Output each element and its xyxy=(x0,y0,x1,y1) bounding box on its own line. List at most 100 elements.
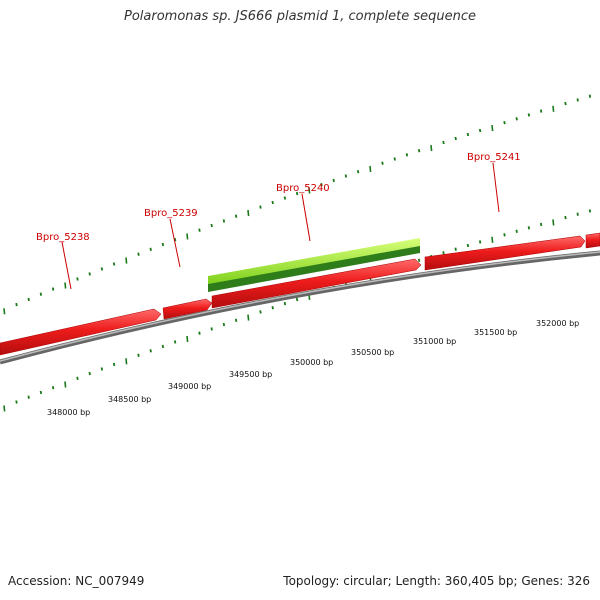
topology-summary: Topology: circular; Length: 360,405 bp; … xyxy=(283,574,590,588)
minor-tick xyxy=(15,302,18,307)
minor-tick xyxy=(515,229,518,233)
minor-tick xyxy=(564,101,567,106)
sequence-backbone-highlight xyxy=(0,251,600,362)
bp-label: 351500 bp xyxy=(474,328,517,337)
minor-tick xyxy=(588,94,592,98)
minor-tick xyxy=(503,233,506,237)
minor-tick xyxy=(295,191,299,196)
minor-tick xyxy=(112,362,116,367)
bp-label: 349500 bp xyxy=(229,370,272,379)
minor-tick xyxy=(442,140,445,145)
gene-label-bpro-5239[interactable]: Bpro_5239 xyxy=(144,208,198,219)
minor-tick xyxy=(161,344,165,349)
minor-tick xyxy=(210,327,213,331)
minor-tick xyxy=(527,226,531,230)
minor-tick xyxy=(222,322,226,327)
minor-tick xyxy=(210,223,213,228)
gene-arrow-bpro-5241[interactable] xyxy=(424,232,600,271)
gene-arrow-bpro-5240[interactable] xyxy=(211,258,422,309)
major-tick xyxy=(308,187,311,194)
minor-tick xyxy=(259,310,262,314)
bp-label: 351000 bp xyxy=(413,337,456,346)
map-title: Polaromonas sp. JS666 plasmid 1, complet… xyxy=(123,9,476,24)
minor-tick xyxy=(15,400,18,404)
major-tick xyxy=(369,165,372,173)
label-leader-bpro-5240 xyxy=(301,193,311,242)
minor-tick xyxy=(466,243,470,248)
major-tick xyxy=(125,358,128,365)
minor-tick xyxy=(51,287,55,291)
minor-tick xyxy=(198,228,201,232)
minor-tick xyxy=(100,267,104,271)
minor-tick xyxy=(381,161,384,165)
minor-tick xyxy=(271,200,274,205)
label-leader-bpro-5239 xyxy=(169,218,181,268)
minor-tick xyxy=(222,219,226,223)
minor-tick xyxy=(234,318,238,322)
minor-tick xyxy=(149,349,152,353)
major-tick xyxy=(3,405,6,412)
major-tick xyxy=(491,236,494,243)
minor-tick xyxy=(295,297,299,302)
minor-tick xyxy=(332,178,335,183)
label-leader-bpro-5238 xyxy=(61,241,72,290)
major-tick xyxy=(3,308,6,315)
minor-tick xyxy=(161,242,165,247)
major-tick xyxy=(186,335,189,343)
major-tick xyxy=(491,125,494,132)
minor-tick xyxy=(39,390,43,395)
accession-text: Accession: NC_007949 xyxy=(8,574,145,588)
minor-tick xyxy=(198,331,201,335)
upper-dotted-track xyxy=(3,94,592,315)
bp-label: 348000 bp xyxy=(47,408,90,417)
minor-tick xyxy=(515,117,518,121)
minor-tick xyxy=(320,183,323,187)
minor-tick xyxy=(112,262,116,266)
minor-tick xyxy=(173,238,177,242)
minor-tick xyxy=(149,247,152,251)
major-tick xyxy=(64,381,67,388)
minor-tick xyxy=(173,340,177,344)
major-tick xyxy=(430,145,433,152)
minor-tick xyxy=(454,247,457,251)
gene-label-bpro-5240[interactable]: Bpro_5240 xyxy=(276,183,330,194)
minor-tick xyxy=(283,301,287,306)
minor-tick xyxy=(283,196,287,200)
minor-tick xyxy=(576,98,579,102)
major-tick xyxy=(64,282,67,289)
minor-tick xyxy=(137,252,140,256)
feature-bar[interactable] xyxy=(208,238,420,292)
minor-tick xyxy=(588,209,592,213)
gene-arrow-bpro-5238[interactable] xyxy=(0,308,162,356)
bp-label: 348500 bp xyxy=(108,395,151,404)
minor-tick xyxy=(417,258,421,262)
minor-tick xyxy=(454,136,457,141)
bp-label: 350500 bp xyxy=(351,348,394,357)
gene-arrow-bpro-5239[interactable] xyxy=(162,298,213,320)
minor-tick xyxy=(51,386,55,390)
minor-tick xyxy=(76,376,79,380)
minor-tick xyxy=(88,371,91,376)
major-tick xyxy=(125,257,128,264)
bp-label: 349000 bp xyxy=(168,382,211,391)
minor-tick xyxy=(576,212,579,216)
sequence-backbone xyxy=(0,250,600,365)
major-tick xyxy=(247,210,250,217)
minor-tick xyxy=(417,149,421,153)
minor-tick xyxy=(405,153,409,157)
gene-label-bpro-5238[interactable]: Bpro_5238 xyxy=(36,232,90,243)
major-tick xyxy=(552,105,555,112)
bp-label: 352000 bp xyxy=(536,319,579,328)
minor-tick xyxy=(442,251,445,255)
minor-tick xyxy=(344,174,348,178)
minor-tick xyxy=(234,214,238,218)
minor-tick xyxy=(88,272,91,276)
minor-tick xyxy=(466,132,470,137)
minor-tick xyxy=(564,215,567,220)
minor-tick xyxy=(356,170,360,174)
major-tick xyxy=(186,233,189,240)
bp-label: 350000 bp xyxy=(290,358,333,367)
gene-label-bpro-5241[interactable]: Bpro_5241 xyxy=(467,152,521,163)
lower-dotted-track xyxy=(3,209,592,412)
minor-tick xyxy=(27,395,30,399)
